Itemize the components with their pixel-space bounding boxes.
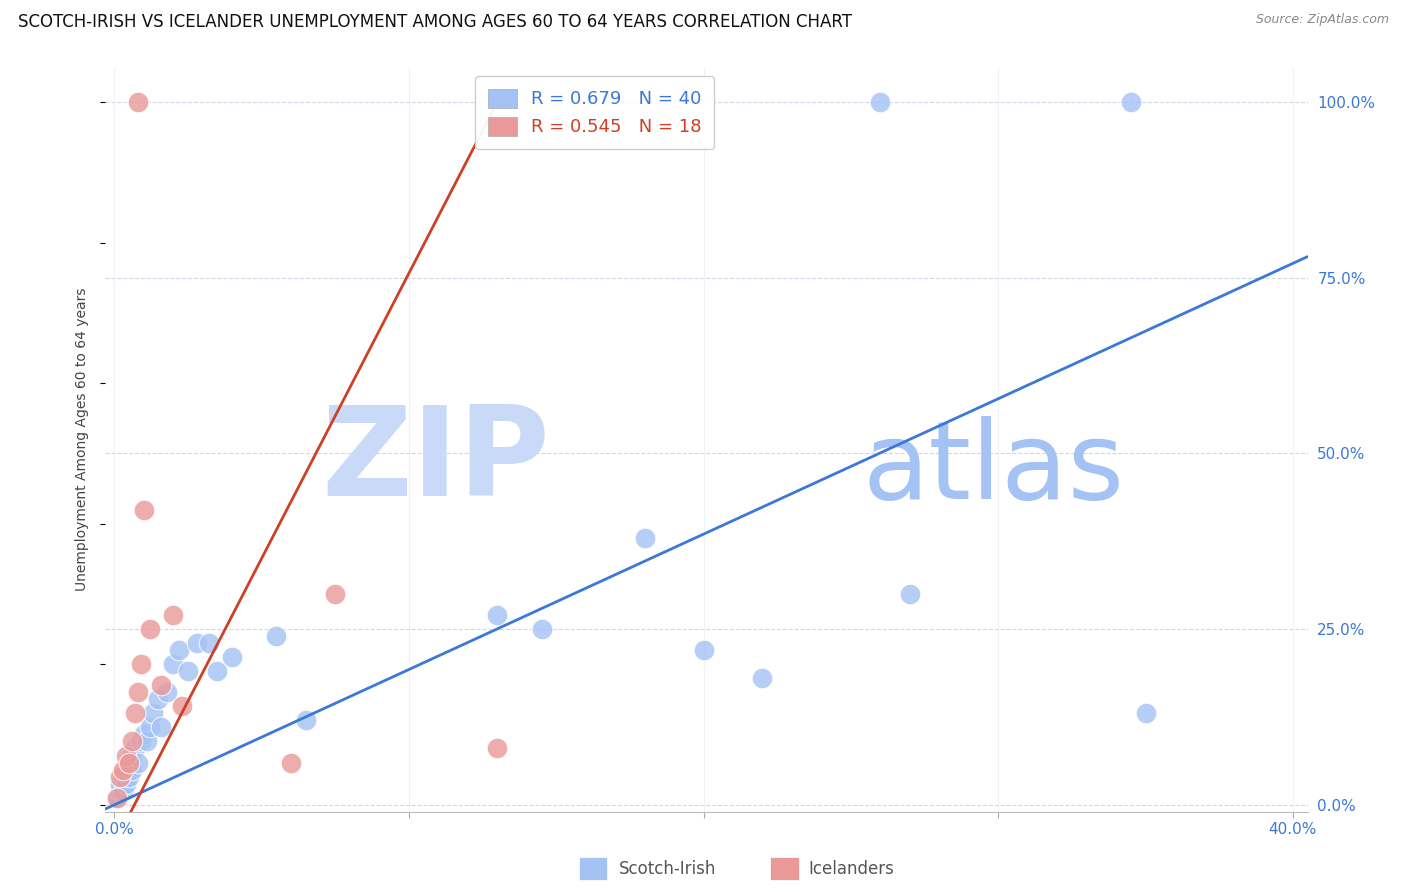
- Text: Source: ZipAtlas.com: Source: ZipAtlas.com: [1256, 13, 1389, 27]
- Point: [124, 706, 146, 721]
- Point: [530, 622, 553, 636]
- Point: [129, 734, 152, 748]
- Point: [221, 650, 243, 665]
- Point: [108, 783, 131, 797]
- Point: [751, 671, 773, 685]
- Point: [186, 636, 208, 650]
- Point: [118, 756, 141, 770]
- Point: [121, 734, 143, 748]
- Point: [150, 678, 173, 692]
- Point: [108, 776, 131, 790]
- Point: [132, 727, 155, 741]
- Point: [127, 95, 149, 109]
- Text: SCOTCH-IRISH VS ICELANDER UNEMPLOYMENT AMONG AGES 60 TO 64 YEARS CORRELATION CHA: SCOTCH-IRISH VS ICELANDER UNEMPLOYMENT A…: [18, 13, 852, 31]
- Text: Scotch-Irish: Scotch-Irish: [619, 860, 716, 878]
- Point: [486, 607, 509, 622]
- Point: [135, 734, 157, 748]
- Point: [162, 607, 184, 622]
- Point: [115, 763, 138, 777]
- Point: [105, 790, 128, 805]
- Point: [323, 587, 346, 601]
- Point: [132, 502, 155, 516]
- Point: [115, 776, 138, 790]
- Point: [150, 720, 173, 734]
- Point: [869, 95, 891, 109]
- Point: [170, 699, 193, 714]
- Point: [266, 629, 288, 643]
- Point: [1119, 95, 1142, 109]
- Text: Icelanders: Icelanders: [808, 860, 894, 878]
- Point: [108, 770, 131, 784]
- Point: [127, 685, 149, 699]
- Point: [129, 657, 152, 672]
- Point: [112, 763, 135, 777]
- Point: [898, 587, 921, 601]
- Point: [1135, 706, 1157, 721]
- Point: [197, 636, 219, 650]
- Point: [148, 692, 170, 706]
- Point: [633, 531, 655, 545]
- Y-axis label: Unemployment Among Ages 60 to 64 years: Unemployment Among Ages 60 to 64 years: [76, 287, 90, 591]
- Legend: R = 0.679   N = 40, R = 0.545   N = 18: R = 0.679 N = 40, R = 0.545 N = 18: [475, 76, 714, 149]
- Point: [105, 790, 128, 805]
- Point: [112, 783, 135, 797]
- Point: [692, 643, 714, 657]
- Point: [121, 748, 143, 763]
- Text: ZIP: ZIP: [322, 401, 550, 522]
- Point: [127, 756, 149, 770]
- Point: [124, 741, 146, 756]
- Point: [138, 720, 160, 734]
- Point: [142, 706, 165, 721]
- Point: [121, 763, 143, 777]
- Point: [294, 714, 316, 728]
- Point: [115, 748, 138, 763]
- Text: atlas: atlas: [863, 416, 1125, 522]
- Point: [207, 664, 229, 678]
- Point: [280, 756, 302, 770]
- Point: [167, 643, 190, 657]
- Point: [162, 657, 184, 672]
- Point: [486, 741, 509, 756]
- Point: [138, 622, 160, 636]
- Point: [156, 685, 179, 699]
- Point: [118, 756, 141, 770]
- Point: [118, 770, 141, 784]
- Point: [177, 664, 200, 678]
- Point: [112, 770, 135, 784]
